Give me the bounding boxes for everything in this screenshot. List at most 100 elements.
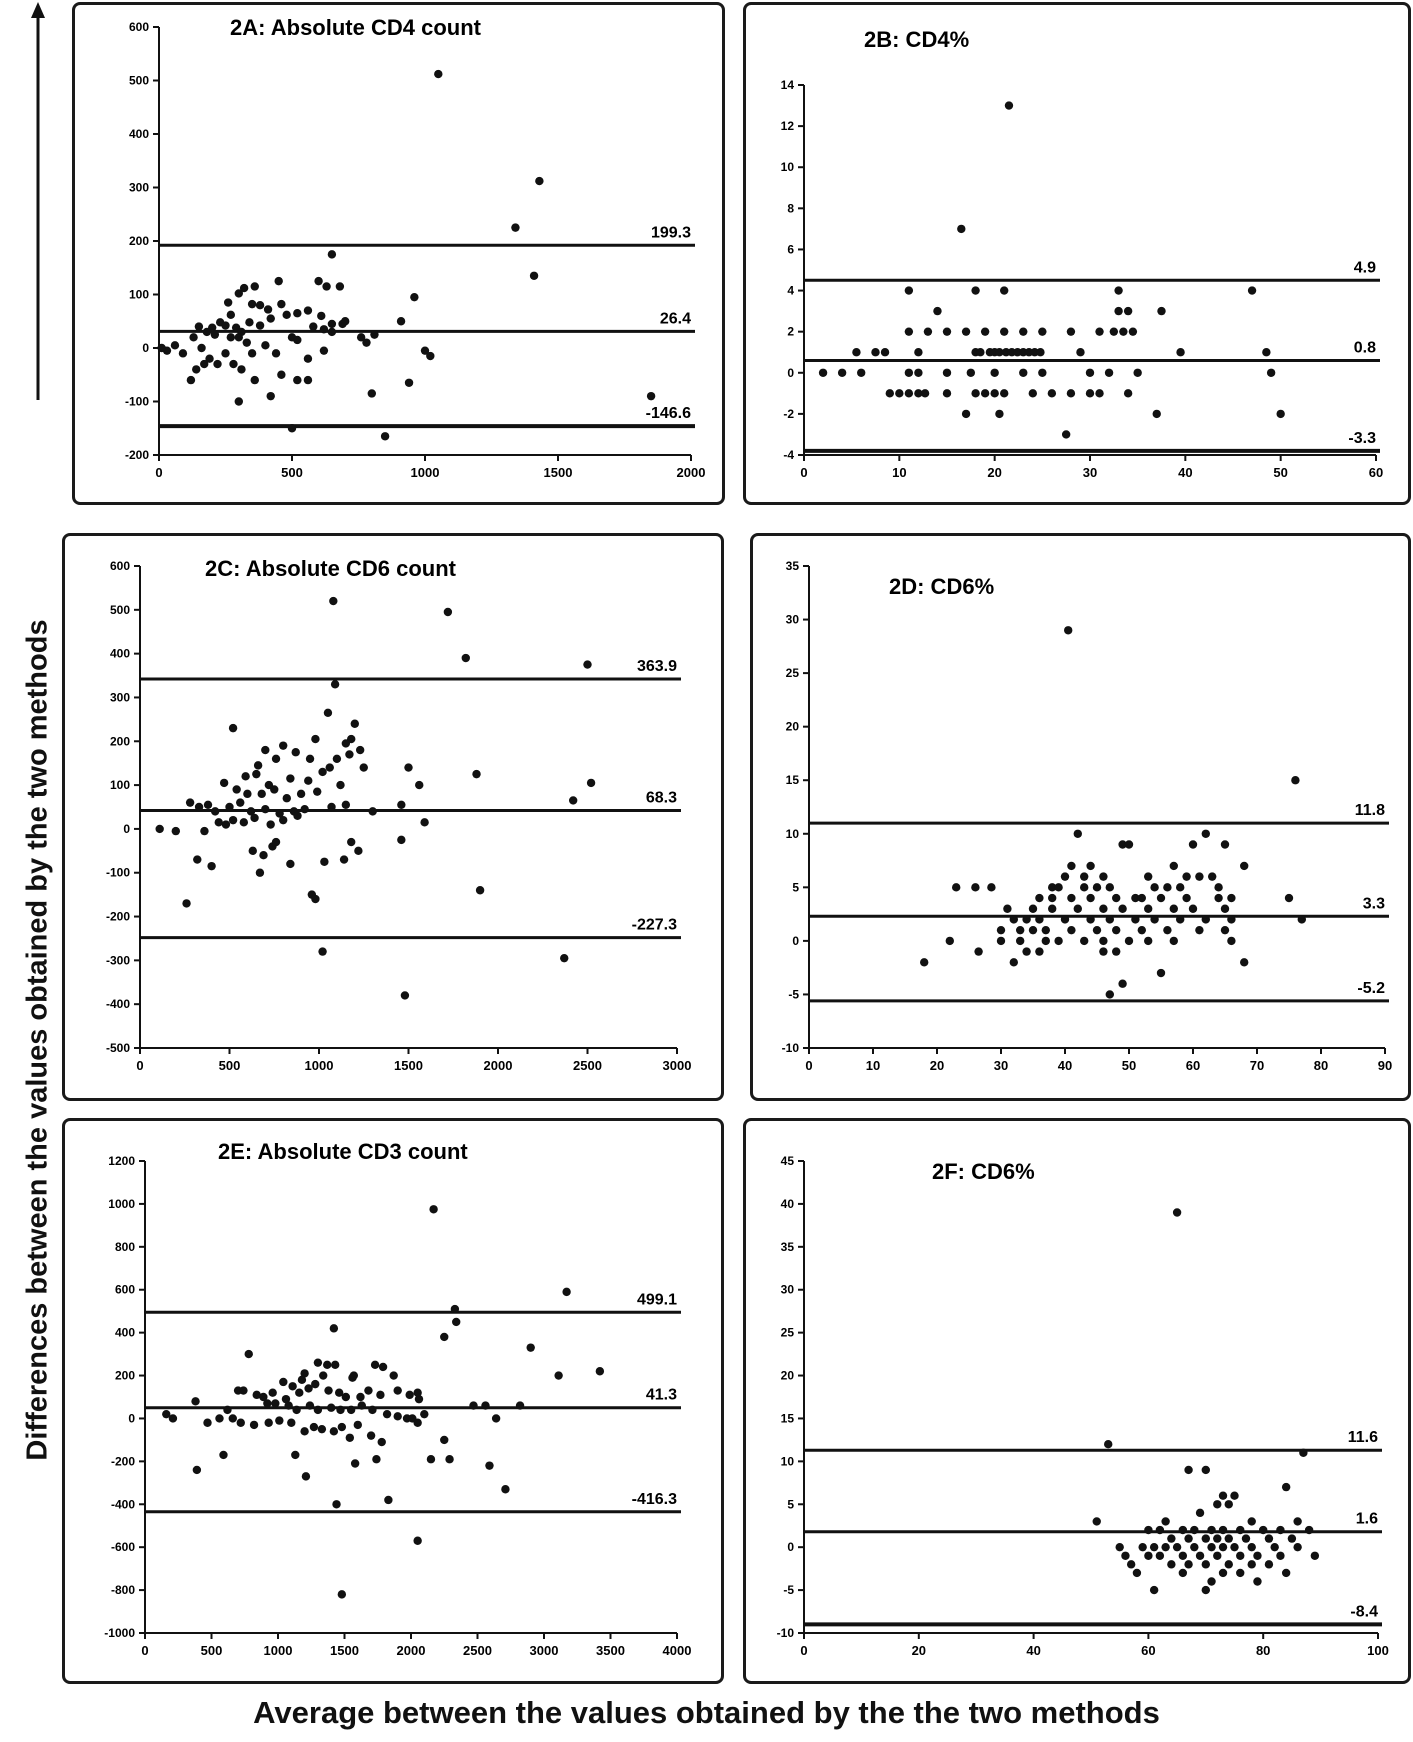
data-point	[341, 800, 351, 810]
reference-line-label: 41.3	[646, 1387, 677, 1404]
data-point	[1124, 936, 1134, 946]
data-point	[957, 224, 966, 234]
data-point	[341, 739, 351, 748]
data-point	[1190, 1525, 1199, 1535]
data-point	[1207, 1542, 1216, 1552]
y-tick-label: 15	[786, 773, 800, 787]
data-point	[895, 389, 904, 398]
y-tick-label: -200	[106, 910, 130, 924]
data-point	[1284, 893, 1294, 903]
data-point	[234, 333, 243, 342]
data-point	[270, 785, 279, 794]
data-point	[1041, 925, 1050, 935]
y-axis-title-area: Differences between the values obtained …	[0, 0, 70, 1742]
data-point	[491, 1414, 501, 1423]
y-tick-label: 0	[792, 934, 799, 948]
data-point	[219, 1450, 228, 1460]
data-point	[1000, 389, 1009, 398]
data-point	[193, 855, 202, 864]
data-point	[250, 813, 259, 823]
data-point	[271, 837, 281, 847]
data-point	[1247, 286, 1257, 295]
data-point	[305, 754, 315, 763]
x-tick-label: 500	[281, 465, 303, 480]
reference-line-label: 1.6	[1356, 1511, 1378, 1528]
y-tick-label: -4	[783, 448, 794, 462]
reference-line-label: 0.8	[1354, 339, 1376, 356]
data-point	[1149, 1542, 1159, 1552]
y-tick-label: -10	[782, 1041, 800, 1055]
data-point	[942, 389, 952, 398]
data-point	[350, 1459, 360, 1468]
data-point	[1182, 872, 1191, 881]
data-point	[327, 250, 337, 259]
data-point	[319, 325, 329, 334]
data-point	[1073, 829, 1082, 838]
data-point	[904, 389, 914, 398]
x-tick-label: 30	[994, 1058, 1008, 1073]
data-point	[1144, 936, 1153, 946]
data-point	[1073, 904, 1082, 913]
y-tick-label: 8	[787, 201, 794, 215]
data-point	[961, 327, 971, 336]
data-point	[511, 223, 520, 232]
data-point	[426, 1455, 436, 1464]
x-tick-label: 20	[930, 1058, 944, 1073]
data-point	[356, 333, 366, 342]
data-point	[1184, 1560, 1193, 1569]
data-point	[1114, 306, 1123, 316]
data-point	[295, 1388, 304, 1397]
data-point	[234, 397, 243, 406]
data-point	[261, 804, 270, 814]
data-point	[259, 851, 268, 860]
data-point	[1220, 925, 1230, 935]
data-point	[335, 282, 345, 291]
data-point	[535, 176, 544, 186]
data-point	[1067, 925, 1076, 935]
x-tick-label: 20	[912, 1643, 926, 1658]
data-point	[384, 1495, 393, 1505]
data-point	[1099, 904, 1108, 913]
data-point	[255, 321, 265, 330]
data-point	[1201, 1465, 1210, 1475]
data-point	[1169, 904, 1178, 913]
data-point	[1048, 904, 1057, 913]
data-point	[170, 341, 180, 350]
data-point	[189, 333, 198, 342]
data-point	[980, 389, 990, 398]
data-point	[1218, 1525, 1228, 1535]
y-tick-label: 100	[129, 288, 149, 302]
data-point	[264, 1418, 273, 1427]
data-point	[311, 1379, 320, 1389]
data-point	[1172, 1542, 1182, 1552]
x-tick-label: 50	[1273, 465, 1287, 480]
data-point	[1119, 327, 1128, 336]
data-point	[210, 330, 220, 339]
data-point	[293, 309, 302, 318]
data-point	[366, 1431, 376, 1440]
data-point	[920, 958, 929, 967]
y-axis-title: Differences between the values obtained …	[21, 619, 54, 1461]
x-tick-label: 1000	[264, 1643, 293, 1658]
data-point	[349, 1371, 359, 1380]
data-point	[1105, 915, 1114, 924]
data-point	[526, 1343, 535, 1352]
y-tick-label: 12	[781, 119, 795, 133]
data-point	[1022, 947, 1031, 956]
data-point	[288, 1382, 297, 1391]
data-point	[1236, 1568, 1245, 1578]
data-point	[225, 802, 234, 812]
data-point	[157, 343, 166, 353]
reference-line-label: 26.4	[660, 310, 691, 327]
data-point	[330, 680, 340, 689]
data-point	[319, 346, 329, 355]
data-point	[1240, 958, 1249, 967]
data-point	[410, 292, 419, 302]
y-tick-label: 14	[781, 78, 795, 92]
data-point	[370, 1360, 380, 1370]
data-point	[397, 800, 406, 810]
data-point	[393, 1386, 402, 1395]
data-point	[1163, 925, 1172, 935]
data-point	[1184, 1534, 1193, 1543]
x-tick-label: 2500	[573, 1058, 602, 1073]
